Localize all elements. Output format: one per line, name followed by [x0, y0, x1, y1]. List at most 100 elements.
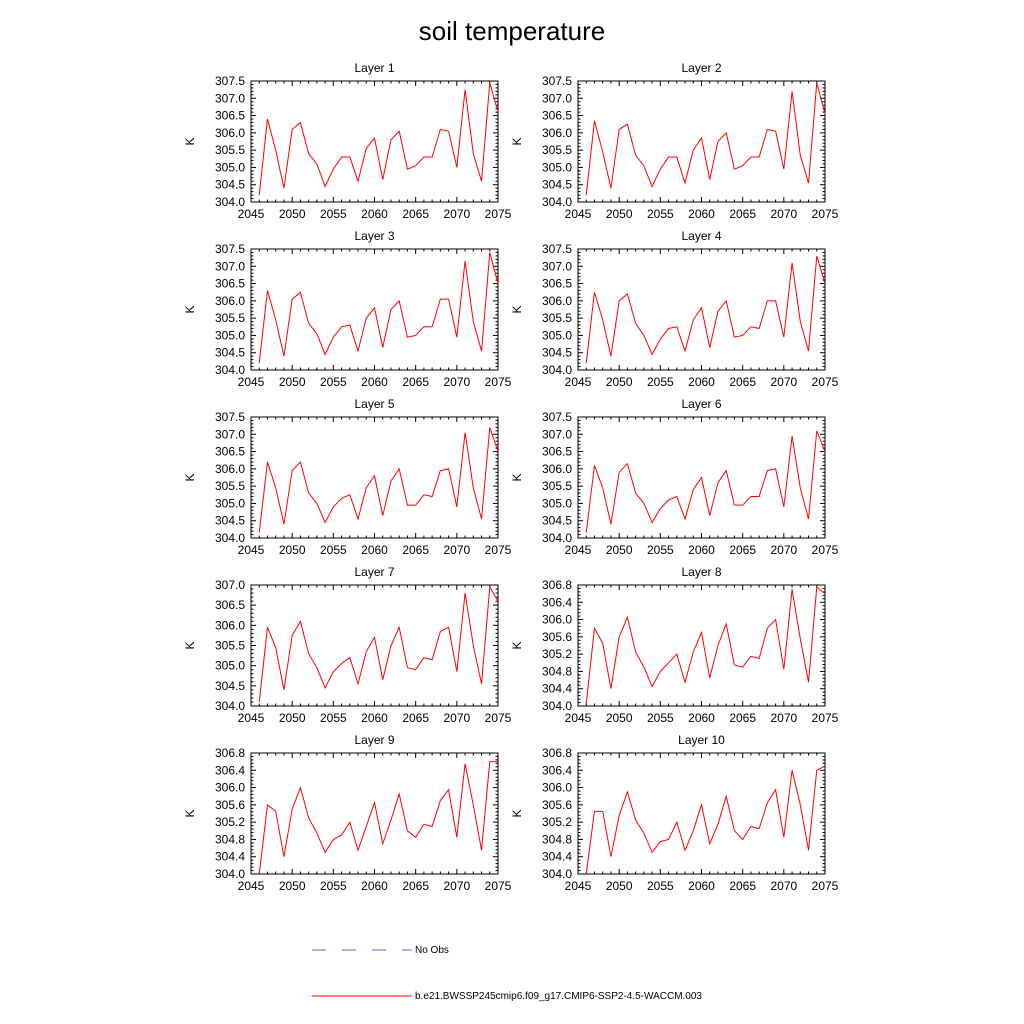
panel-layer-10: Layer 10 2045 2050 2055 2060 2065 2070 2075 304.… [510, 733, 839, 893]
y-tick-label: 305.0 [542, 328, 572, 342]
y-axis-label: K [510, 809, 524, 817]
series-line-1 [258, 252, 499, 364]
plot-frame [577, 752, 826, 875]
y-tick-label: 304.0 [542, 699, 572, 713]
x-tick-label: 2050 [606, 879, 633, 893]
x-tick-label: 2070 [443, 543, 470, 557]
plot-frame [577, 584, 826, 707]
x-tick-label: 2070 [770, 375, 797, 389]
y-tick-label: 304.4 [542, 850, 572, 864]
y-tick-label: 307.0 [542, 427, 572, 441]
panel-layer-6: Layer 6 2045 2050 2055 2060 2065 2070 2075 304.0… [510, 397, 839, 557]
x-tick-label: 2050 [606, 207, 633, 221]
y-tick-label: 306.5 [542, 277, 572, 291]
x-tick-label: 2065 [729, 711, 756, 725]
panel-title: Layer 4 [681, 229, 721, 243]
x-tick-label: 2070 [443, 711, 470, 725]
x-tick-label: 2055 [320, 543, 347, 557]
x-tick-label: 2045 [565, 375, 592, 389]
x-tick-label: 2075 [812, 543, 839, 557]
x-tick-label: 2060 [688, 543, 715, 557]
x-tick-label: 2055 [320, 207, 347, 221]
x-tick-label: 2050 [279, 207, 306, 221]
x-tick-label: 2045 [565, 879, 592, 893]
y-tick-label: 304.0 [215, 195, 245, 209]
x-tick-label: 2050 [279, 543, 306, 557]
panel-layer-9: Layer 9 2045 2050 2055 2060 2065 2070 2075 304.0… [183, 733, 512, 893]
y-tick-label: 304.4 [542, 682, 572, 696]
y-axis-label: K [510, 137, 524, 145]
y-tick-label: 306.0 [542, 126, 572, 140]
panel-title: Layer 5 [354, 397, 394, 411]
y-tick-label: 304.5 [215, 346, 245, 360]
y-axis-label: K [510, 641, 524, 649]
y-tick-label: 305.5 [542, 479, 572, 493]
x-tick-label: 2065 [402, 375, 429, 389]
y-tick-label: 306.5 [215, 277, 245, 291]
y-tick-label: 307.5 [215, 74, 245, 88]
x-tick-label: 2055 [320, 879, 347, 893]
y-tick-label: 307.0 [215, 578, 245, 592]
y-tick-label: 307.0 [542, 259, 572, 273]
y-tick-label: 304.0 [542, 363, 572, 377]
y-tick-label: 305.5 [215, 143, 245, 157]
x-tick-label: 2075 [812, 711, 839, 725]
y-tick-label: 305.6 [542, 798, 572, 812]
x-tick-label: 2075 [485, 711, 512, 725]
y-tick-label: 305.5 [542, 311, 572, 325]
y-tick-label: 304.5 [215, 178, 245, 192]
y-tick-label: 306.0 [542, 294, 572, 308]
y-tick-label: 304.4 [215, 850, 245, 864]
y-tick-label: 306.0 [542, 613, 572, 627]
y-tick-label: 307.5 [542, 242, 572, 256]
y-tick-label: 304.0 [542, 195, 572, 209]
y-axis-label: K [183, 473, 197, 481]
y-tick-label: 306.4 [542, 595, 572, 609]
x-tick-label: 2070 [770, 711, 797, 725]
x-tick-label: 2045 [565, 207, 592, 221]
panel-layer-5: Layer 5 2045 2050 2055 2060 2065 2070 2075 304.0… [183, 397, 512, 557]
x-tick-label: 2065 [402, 543, 429, 557]
y-tick-label: 304.5 [542, 346, 572, 360]
y-tick-label: 307.5 [542, 410, 572, 424]
x-tick-label: 2060 [361, 711, 388, 725]
y-tick-label: 305.5 [542, 143, 572, 157]
x-tick-label: 2055 [320, 711, 347, 725]
y-tick-label: 305.0 [215, 328, 245, 342]
y-tick-label: 304.0 [215, 867, 245, 881]
legend-obs-label: No Obs [415, 945, 449, 956]
x-tick-label: 2045 [238, 879, 265, 893]
x-tick-label: 2060 [361, 207, 388, 221]
y-tick-label: 307.0 [215, 91, 245, 105]
y-axis-label: K [183, 809, 197, 817]
y-tick-label: 306.5 [215, 109, 245, 123]
y-tick-label: 306.8 [542, 746, 572, 760]
x-tick-label: 2075 [485, 543, 512, 557]
x-tick-label: 2045 [565, 711, 592, 725]
x-tick-label: 2055 [320, 375, 347, 389]
series-line-1 [585, 430, 826, 533]
y-tick-label: 304.0 [542, 867, 572, 881]
y-tick-label: 306.0 [215, 462, 245, 476]
x-tick-label: 2060 [688, 711, 715, 725]
y-tick-label: 304.0 [215, 531, 245, 545]
panel-title: Layer 2 [681, 61, 721, 75]
y-tick-label: 306.8 [215, 746, 245, 760]
y-tick-label: 305.2 [542, 815, 572, 829]
x-tick-label: 2070 [443, 207, 470, 221]
y-tick-label: 307.5 [542, 74, 572, 88]
x-tick-label: 2055 [647, 879, 674, 893]
y-tick-label: 304.8 [215, 832, 245, 846]
y-tick-label: 304.8 [542, 832, 572, 846]
series-line-1 [258, 82, 499, 196]
x-tick-label: 2055 [647, 375, 674, 389]
x-tick-label: 2075 [485, 375, 512, 389]
y-tick-label: 305.5 [215, 639, 245, 653]
y-tick-label: 305.2 [542, 647, 572, 661]
plot-frame [577, 80, 826, 203]
y-tick-label: 306.0 [215, 618, 245, 632]
y-axis-label: K [183, 305, 197, 313]
y-tick-label: 305.0 [542, 496, 572, 510]
y-tick-label: 305.6 [215, 798, 245, 812]
y-tick-label: 306.5 [542, 445, 572, 459]
